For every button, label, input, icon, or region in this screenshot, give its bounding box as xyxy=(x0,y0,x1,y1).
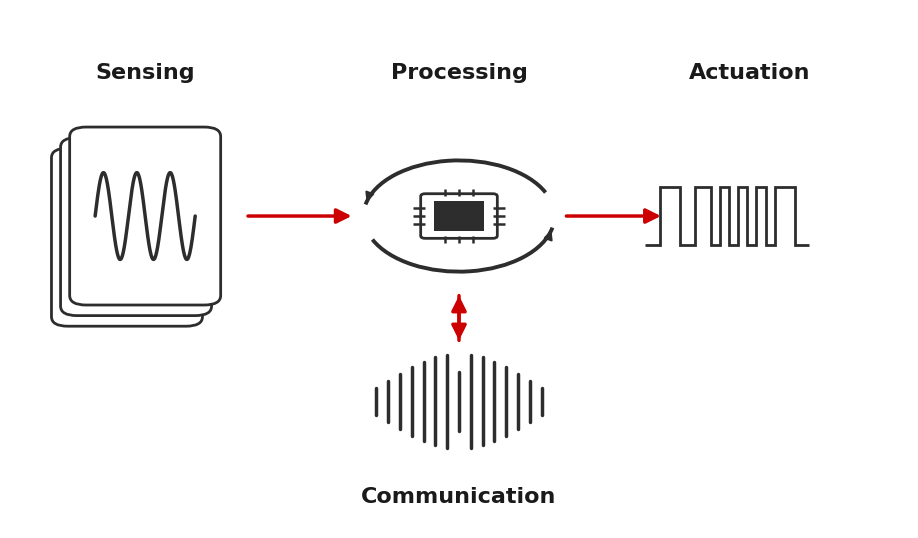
Text: Communication: Communication xyxy=(362,487,556,507)
Text: Processing: Processing xyxy=(390,63,528,83)
FancyBboxPatch shape xyxy=(51,148,203,326)
Text: Sensing: Sensing xyxy=(95,63,195,83)
Bar xyxy=(434,201,484,231)
FancyBboxPatch shape xyxy=(70,127,220,305)
FancyBboxPatch shape xyxy=(61,138,211,316)
Text: Actuation: Actuation xyxy=(689,63,811,83)
FancyBboxPatch shape xyxy=(420,194,498,238)
